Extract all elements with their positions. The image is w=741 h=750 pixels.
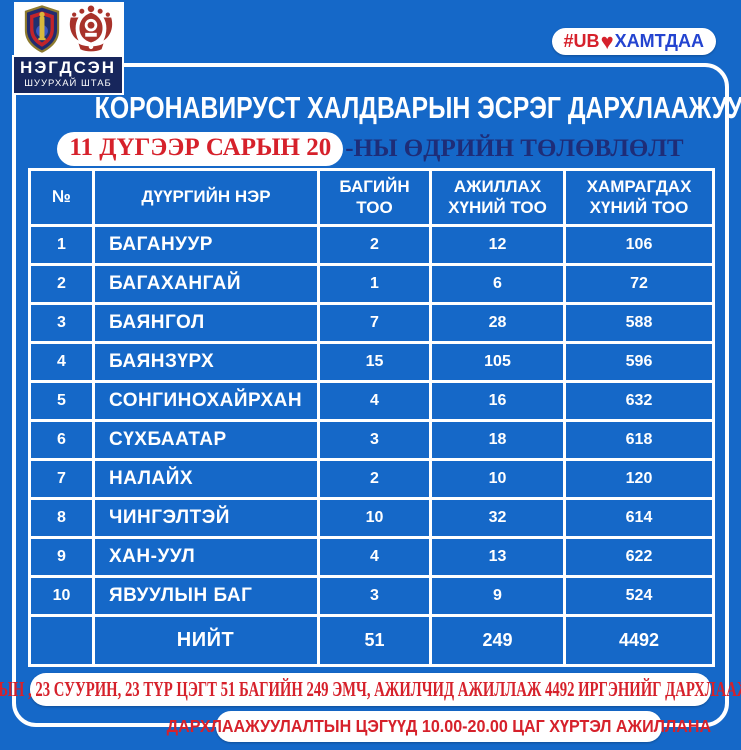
hashtag-suffix: ХАМТДАА — [614, 31, 704, 51]
covered-count: 106 — [563, 224, 715, 266]
subtitle-date-highlight: 11 ДҮГЭЭР САРЫН 20 — [57, 132, 344, 166]
district-name: БАГАНУУР — [92, 224, 320, 266]
table-total-row: НИЙТ 51 249 4492 — [28, 614, 715, 667]
col-header-district: ДҮҮРГИЙН НЭР — [92, 168, 320, 227]
row-no: 6 — [28, 419, 95, 461]
row-no: 8 — [28, 497, 95, 539]
workers-count: 16 — [429, 380, 566, 422]
covered-count: 588 — [563, 302, 715, 344]
org-name: НЭГДСЭН — [19, 58, 117, 77]
workers-count: 105 — [429, 341, 566, 383]
ulaanbaatar-crest-emblem-icon — [69, 5, 113, 52]
total-workers: 249 — [429, 614, 566, 667]
total-teams: 51 — [317, 614, 432, 667]
table-row: 4 БАЯНЗҮРХ 15 105 596 — [28, 341, 715, 383]
row-no: 2 — [28, 263, 95, 305]
workers-count: 32 — [429, 497, 566, 539]
teams-count: 2 — [317, 458, 432, 500]
covered-count: 632 — [563, 380, 715, 422]
col-header-workers: АЖИЛЛАХ ХҮНИЙ ТОО — [429, 168, 566, 227]
covered-count: 618 — [563, 419, 715, 461]
table-row: 8 ЧИНГЭЛТЭЙ 10 32 614 — [28, 497, 715, 539]
org-subname: ШУУРХАЙ ШТАБ — [24, 77, 112, 89]
district-name: ЯВУУЛЫН БАГ — [92, 575, 320, 617]
covered-count: 524 — [563, 575, 715, 617]
table-row: 7 НАЛАЙХ 2 10 120 — [28, 458, 715, 500]
row-no: 4 — [28, 341, 95, 383]
col-header-teams: БАГИЙН ТОО — [317, 168, 432, 227]
poster-subtitle: 11 ДҮГЭЭР САРЫН 20 -НЫ ӨДРИЙН ТӨЛӨВЛӨЛТ — [0, 132, 741, 166]
working-hours-text: ДАРХЛААЖУУЛАЛТЫН ЦЭГҮҮД 10.00-20.00 ЦАГ … — [166, 716, 712, 736]
row-no: 3 — [28, 302, 95, 344]
table-row: 1 БАГАНУУР 2 12 106 — [28, 224, 715, 266]
org-badge: НЭГДСЭН ШУУРХАЙ ШТАБ — [12, 55, 124, 96]
district-name: ХАН-УУЛ — [92, 536, 320, 578]
covered-count: 120 — [563, 458, 715, 500]
district-name: СҮХБААТАР — [92, 419, 320, 461]
total-empty-cell — [28, 614, 95, 667]
teams-count: 10 — [317, 497, 432, 539]
district-name: БАГАХАНГАЙ — [92, 263, 320, 305]
teams-count: 15 — [317, 341, 432, 383]
teams-count: 2 — [317, 224, 432, 266]
teams-count: 4 — [317, 536, 432, 578]
vaccination-table: № ДҮҮРГИЙН НЭР БАГИЙН ТОО АЖИЛЛАХ ХҮНИЙ … — [28, 168, 715, 667]
teams-count: 3 — [317, 575, 432, 617]
teams-count: 7 — [317, 302, 432, 344]
table-row: 9 ХАН-УУЛ 4 13 622 — [28, 536, 715, 578]
emblem-strip — [14, 2, 124, 56]
row-no: 7 — [28, 458, 95, 500]
row-no: 1 — [28, 224, 95, 266]
teams-count: 3 — [317, 419, 432, 461]
row-no: 9 — [28, 536, 95, 578]
teams-count: 1 — [317, 263, 432, 305]
hashtag-badge: #UB ♥ ХАМТДАА — [551, 28, 716, 55]
col-header-covered: ХАМРАГДАХ ХҮНИЙ ТОО — [563, 168, 715, 227]
table-row: 5 СОНГИНОХАЙРХАН 4 16 632 — [28, 380, 715, 422]
row-no: 10 — [28, 575, 95, 617]
table-row: 10 ЯВУУЛЫН БАГ 3 9 524 — [28, 575, 715, 617]
subtitle-rest-text: -НЫ ӨДРИЙН ТӨЛӨВЛӨЛТ — [345, 135, 684, 162]
workers-count: 12 — [429, 224, 566, 266]
workers-count: 9 — [429, 575, 566, 617]
district-name: БАЯНЗҮРХ — [92, 341, 320, 383]
table-row: 6 СҮХБААТАР 3 18 618 — [28, 419, 715, 461]
district-name: БАЯНГОЛ — [92, 302, 320, 344]
poster-title-text: КОРОНАВИРУСТ ХАЛДВАРЫН ЭСРЭГ ДАРХЛААЖУУЛ… — [94, 90, 741, 125]
covered-count: 614 — [563, 497, 715, 539]
covered-count: 596 — [563, 341, 715, 383]
workers-count: 6 — [429, 263, 566, 305]
workers-count: 18 — [429, 419, 566, 461]
table-row: 3 БАЯНГОЛ 7 28 588 — [28, 302, 715, 344]
heart-icon: ♥ — [600, 28, 614, 54]
summary-banner-text: 3 ЯВУУЛЫН , 23 СУУРИН, 23 ТҮР ЦЭГТ 51 БА… — [0, 677, 741, 701]
district-name: ЧИНГЭЛТЭЙ — [92, 497, 320, 539]
total-covered: 4492 — [563, 614, 715, 667]
working-hours-banner: ДАРХЛААЖУУЛАЛТЫН ЦЭГҮҮД 10.00-20.00 ЦАГ … — [167, 711, 711, 742]
summary-banner: 3 ЯВУУЛЫН , 23 СУУРИН, 23 ТҮР ЦЭГТ 51 БА… — [0, 673, 741, 706]
workers-count: 10 — [429, 458, 566, 500]
hashtag-prefix: #UB — [563, 31, 600, 51]
total-label: НИЙТ — [92, 614, 320, 667]
district-name: НАЛАЙХ — [92, 458, 320, 500]
col-header-no: № — [28, 168, 95, 227]
police-shield-emblem-icon — [24, 5, 60, 53]
covered-count: 72 — [563, 263, 715, 305]
table-header-row: № ДҮҮРГИЙН НЭР БАГИЙН ТОО АЖИЛЛАХ ХҮНИЙ … — [28, 168, 715, 227]
covered-count: 622 — [563, 536, 715, 578]
district-name: СОНГИНОХАЙРХАН — [92, 380, 320, 422]
workers-count: 28 — [429, 302, 566, 344]
poster-title: КОРОНАВИРУСТ ХАЛДВАРЫН ЭСРЭГ ДАРХЛААЖУУЛ… — [0, 90, 741, 126]
workers-count: 13 — [429, 536, 566, 578]
row-no: 5 — [28, 380, 95, 422]
teams-count: 4 — [317, 380, 432, 422]
table-row: 2 БАГАХАНГАЙ 1 6 72 — [28, 263, 715, 305]
